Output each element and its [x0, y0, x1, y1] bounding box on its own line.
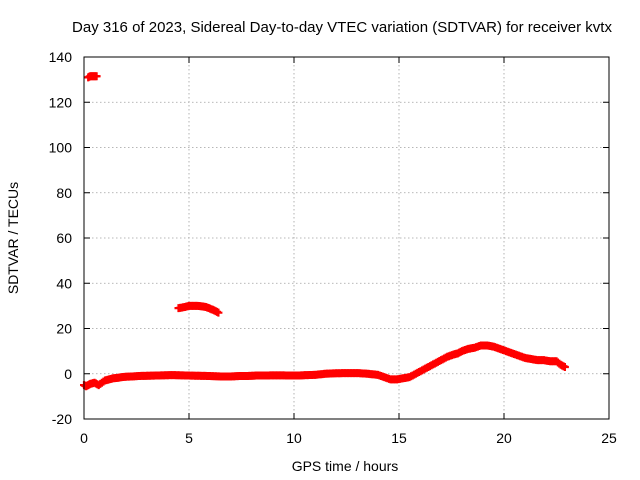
x-axis-label: GPS time / hours — [292, 458, 399, 474]
y-tick-labels: -20 0 20 40 60 80 100 120 140 — [49, 49, 73, 427]
y-tick-label: -20 — [52, 411, 72, 427]
data-point-arc — [214, 308, 223, 317]
y-tick-label: 120 — [49, 94, 73, 110]
y-tick-label: 80 — [56, 185, 72, 201]
x-tick-labels: 0 5 10 15 20 25 — [80, 430, 617, 446]
x-tick-label: 20 — [496, 430, 512, 446]
x-tick-label: 0 — [80, 430, 88, 446]
y-tick-label: 0 — [64, 366, 72, 382]
y-tick-label: 40 — [56, 275, 72, 291]
y-tick-label: 100 — [49, 140, 73, 156]
y-tick-label: 60 — [56, 230, 72, 246]
y-tick-label: 140 — [49, 49, 73, 65]
plot-frame — [83, 56, 610, 420]
x-tick-label: 25 — [601, 430, 617, 446]
x-tick-label: 5 — [185, 430, 193, 446]
data-point-main — [560, 362, 569, 371]
x-tick-label: 10 — [286, 430, 302, 446]
grid-lines — [84, 57, 609, 419]
data-point-outlier — [92, 72, 101, 81]
y-tick-label: 20 — [56, 321, 72, 337]
axis-ticks — [83, 56, 610, 420]
x-tick-label: 15 — [391, 430, 407, 446]
y-axis-label: SDTVAR / TECUs — [5, 182, 21, 294]
data-points — [80, 72, 569, 391]
chart-title: Day 316 of 2023, Sidereal Day-to-day VTE… — [72, 19, 612, 36]
